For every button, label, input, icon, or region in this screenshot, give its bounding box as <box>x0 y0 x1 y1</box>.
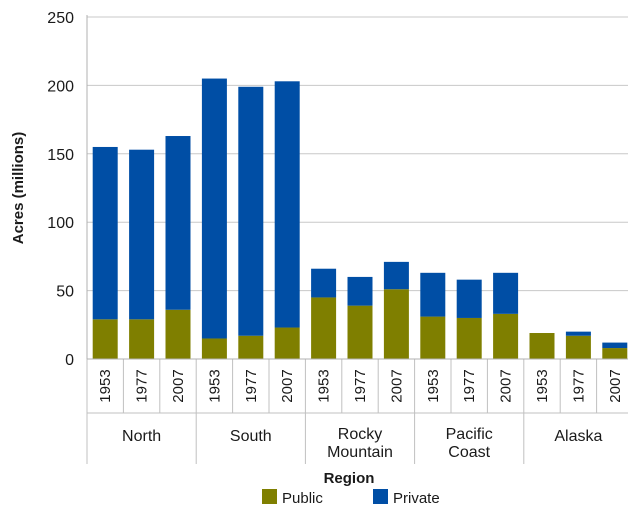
bar-public <box>383 289 409 359</box>
x-axis-title: Region <box>324 470 375 487</box>
bar-public <box>420 316 446 359</box>
region-label: Alaska <box>554 428 602 445</box>
y-tick-label: 0 <box>65 352 74 369</box>
year-label: 2007 <box>279 369 296 402</box>
bar-private <box>565 331 591 336</box>
bar-private <box>493 272 519 314</box>
bar-public <box>311 297 337 359</box>
y-axis-ticks: 0 50 100 150 200 250 <box>47 10 74 369</box>
bar-public <box>274 327 300 359</box>
bar-private <box>420 272 446 317</box>
bar-private <box>201 78 227 339</box>
year-label: 1977 <box>134 369 151 402</box>
y-tick-label: 50 <box>56 284 74 301</box>
bar-public <box>165 309 191 359</box>
year-label: 2007 <box>498 369 515 402</box>
bar-private <box>383 261 409 290</box>
year-label: 1977 <box>570 369 587 402</box>
legend: Public Private <box>262 489 440 507</box>
bar-private <box>602 342 628 349</box>
bars <box>92 78 628 359</box>
year-label: 2007 <box>607 369 624 402</box>
region-label: Coast <box>448 444 490 461</box>
bar-public <box>201 338 227 359</box>
year-label: 1953 <box>97 369 114 402</box>
region-label: North <box>122 428 161 445</box>
y-tick-label: 100 <box>47 215 74 232</box>
y-tick-label: 150 <box>47 147 74 164</box>
region-label: Pacific <box>446 426 493 443</box>
year-label: 1977 <box>352 369 369 402</box>
bar-private <box>456 279 482 318</box>
year-label: 1953 <box>206 369 223 402</box>
bar-public <box>347 305 373 359</box>
legend-swatch <box>373 489 388 504</box>
region-label: Mountain <box>327 444 393 461</box>
year-label: 1977 <box>461 369 478 402</box>
bar-private <box>129 149 155 320</box>
x-axis: 1953 1977 2007 North 1953 1977 2007 South 1953 19… <box>86 358 628 464</box>
region-label: South <box>230 428 272 445</box>
legend-swatch <box>262 489 277 504</box>
year-label: 1953 <box>534 369 551 402</box>
year-label: 2007 <box>170 369 187 402</box>
year-label: 1977 <box>243 369 260 402</box>
legend-label: Private <box>393 490 440 507</box>
bar-public <box>493 313 519 359</box>
y-axis-title: Acres (millions) <box>10 132 27 245</box>
bar-private <box>165 136 191 310</box>
bar-public <box>238 335 264 359</box>
year-label: 1953 <box>316 369 333 402</box>
bar-public <box>565 335 591 359</box>
bar-private <box>347 276 373 306</box>
legend-label: Public <box>282 490 323 507</box>
bar-public <box>92 319 118 359</box>
y-tick-label: 200 <box>47 78 74 95</box>
bar-private <box>92 146 118 320</box>
bar-public <box>602 348 628 359</box>
bar-private <box>311 268 337 298</box>
year-label: 2007 <box>388 369 405 402</box>
bar-public <box>456 317 482 359</box>
bar-public <box>529 333 555 359</box>
bar-public <box>129 319 155 359</box>
bar-private <box>274 81 300 328</box>
region-label: Rocky <box>338 426 382 443</box>
y-tick-label: 250 <box>47 10 74 27</box>
year-label: 1953 <box>425 369 442 402</box>
bar-private <box>238 86 264 336</box>
